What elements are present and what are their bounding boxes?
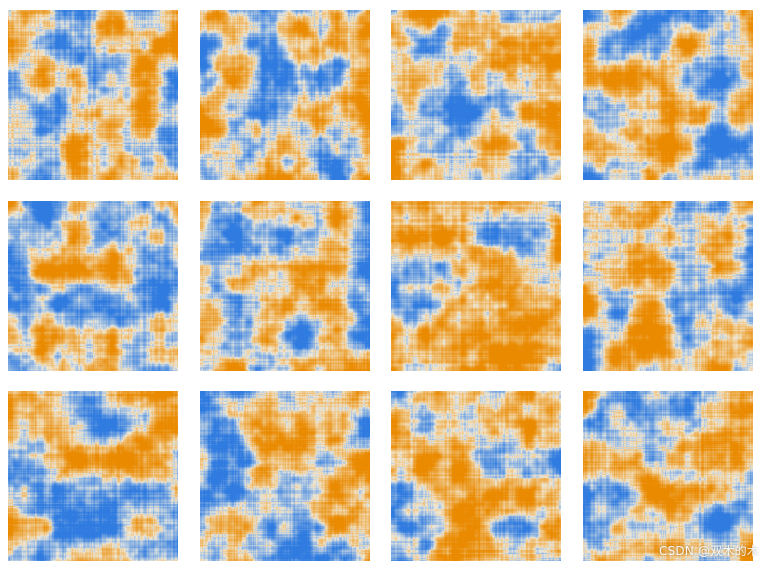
noise-pattern-image [8,10,178,180]
noise-tile [8,201,178,371]
noise-pattern-image [200,201,370,371]
noise-pattern-image [391,10,561,180]
noise-tile [583,10,753,180]
noise-tile [200,391,370,561]
noise-tile [583,391,753,561]
noise-tile [583,201,753,371]
noise-pattern-image [8,391,178,561]
noise-pattern-image [200,391,370,561]
noise-tile [391,10,561,180]
noise-tile [200,201,370,371]
noise-pattern-image [583,201,753,371]
noise-tile [8,391,178,561]
noise-tile [391,201,561,371]
noise-pattern-image [583,391,753,561]
noise-pattern-image [391,201,561,371]
noise-tile [8,10,178,180]
noise-pattern-image [200,10,370,180]
noise-tile [391,391,561,561]
noise-tile [200,10,370,180]
noise-pattern-image [391,391,561,561]
noise-pattern-image [8,201,178,371]
noise-pattern-image [583,10,753,180]
